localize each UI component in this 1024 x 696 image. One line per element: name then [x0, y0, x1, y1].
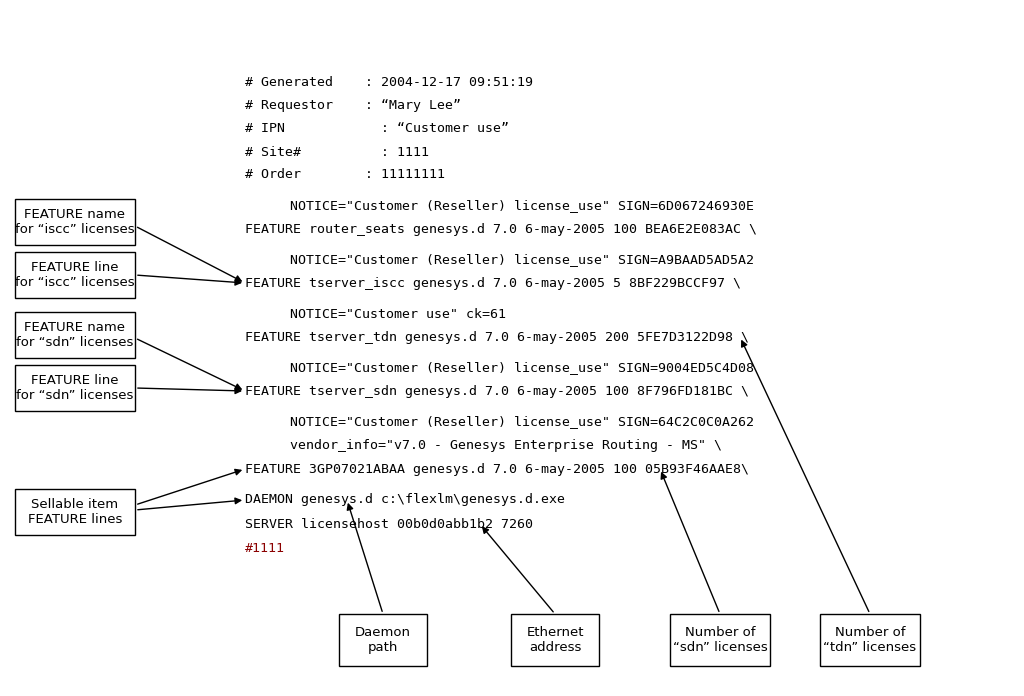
Text: FEATURE tserver_tdn genesys.d 7.0 6-may-2005 200 5FE7D3122D98 \: FEATURE tserver_tdn genesys.d 7.0 6-may-… [245, 331, 749, 344]
Text: FEATURE tserver_iscc genesys.d 7.0 6-may-2005 5 8BF229BCCF97 \: FEATURE tserver_iscc genesys.d 7.0 6-may… [245, 276, 741, 290]
Text: # Site#          : 1111: # Site# : 1111 [245, 145, 429, 159]
Text: NOTICE="Customer (Reseller) license_use" SIGN=9004ED5C4D08: NOTICE="Customer (Reseller) license_use"… [290, 361, 754, 374]
FancyBboxPatch shape [15, 312, 135, 358]
Text: FEATURE 3GP07021ABAA genesys.d 7.0 6-may-2005 100 05B93F46AAE8\: FEATURE 3GP07021ABAA genesys.d 7.0 6-may… [245, 463, 749, 475]
Text: FEATURE line
for “iscc” licenses: FEATURE line for “iscc” licenses [15, 261, 135, 289]
FancyBboxPatch shape [670, 614, 770, 666]
Text: FEATURE tserver_sdn genesys.d 7.0 6-may-2005 100 8F796FD181BC \: FEATURE tserver_sdn genesys.d 7.0 6-may-… [245, 384, 749, 397]
Text: FEATURE name
for “sdn” licenses: FEATURE name for “sdn” licenses [16, 321, 134, 349]
FancyBboxPatch shape [339, 614, 427, 666]
Text: FEATURE name
for “iscc” licenses: FEATURE name for “iscc” licenses [15, 208, 135, 236]
Text: # Requestor    : “Mary Lee”: # Requestor : “Mary Lee” [245, 100, 461, 113]
Text: SERVER licensehost 00b0d0abb1b2 7260: SERVER licensehost 00b0d0abb1b2 7260 [245, 518, 534, 530]
Text: FEATURE router_seats genesys.d 7.0 6-may-2005 100 BEA6E2E083AC \: FEATURE router_seats genesys.d 7.0 6-may… [245, 223, 757, 235]
Text: NOTICE="Customer use" ck=61: NOTICE="Customer use" ck=61 [290, 308, 506, 320]
Text: NOTICE="Customer (Reseller) license_use" SIGN=64C2C0C0A262: NOTICE="Customer (Reseller) license_use"… [290, 416, 754, 429]
FancyBboxPatch shape [511, 614, 599, 666]
Text: NOTICE="Customer (Reseller) license_use" SIGN=A9BAAD5AD5A2: NOTICE="Customer (Reseller) license_use"… [290, 253, 754, 267]
Text: Number of
“tdn” licenses: Number of “tdn” licenses [823, 626, 916, 654]
Text: DAEMON genesys.d c:\flexlm\genesys.d.exe: DAEMON genesys.d c:\flexlm\genesys.d.exe [245, 493, 565, 507]
Text: # Order        : 11111111: # Order : 11111111 [245, 168, 445, 182]
Text: Daemon
path: Daemon path [355, 626, 411, 654]
Text: NOTICE="Customer (Reseller) license_use" SIGN=6D067246930E: NOTICE="Customer (Reseller) license_use"… [290, 200, 754, 212]
Text: Ethernet
address: Ethernet address [526, 626, 584, 654]
FancyBboxPatch shape [15, 252, 135, 298]
FancyBboxPatch shape [15, 199, 135, 245]
Text: Number of
“sdn” licenses: Number of “sdn” licenses [673, 626, 767, 654]
FancyBboxPatch shape [15, 489, 135, 535]
Text: # Generated    : 2004-12-17 09:51:19: # Generated : 2004-12-17 09:51:19 [245, 77, 534, 90]
FancyBboxPatch shape [820, 614, 920, 666]
FancyBboxPatch shape [15, 365, 135, 411]
Text: FEATURE line
for “sdn” licenses: FEATURE line for “sdn” licenses [16, 374, 134, 402]
Text: # IPN            : “Customer use”: # IPN : “Customer use” [245, 122, 509, 136]
Text: vendor_info="v7.0 - Genesys Enterprise Routing - MS" \: vendor_info="v7.0 - Genesys Enterprise R… [290, 439, 722, 452]
Text: Sellable item
FEATURE lines: Sellable item FEATURE lines [28, 498, 122, 526]
Text: #1111: #1111 [245, 541, 285, 555]
